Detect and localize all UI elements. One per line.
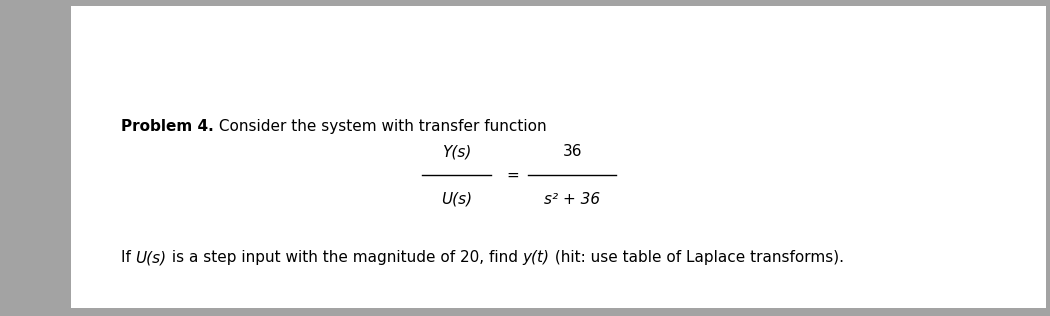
Text: Y(s): Y(s): [442, 144, 471, 159]
Text: (hit: use table of Laplace transforms).: (hit: use table of Laplace transforms).: [549, 250, 843, 265]
Text: U(s): U(s): [441, 191, 472, 207]
Text: Consider the system with transfer function: Consider the system with transfer functi…: [213, 119, 546, 134]
Text: 36: 36: [563, 144, 582, 159]
Text: Problem 4.: Problem 4.: [121, 119, 213, 134]
Text: =: =: [506, 168, 519, 183]
Text: If: If: [121, 250, 135, 265]
Text: y(t): y(t): [523, 250, 549, 265]
Text: s² + 36: s² + 36: [544, 191, 601, 207]
Text: U(s): U(s): [135, 250, 167, 265]
Text: is a step input with the magnitude of 20, find: is a step input with the magnitude of 20…: [167, 250, 523, 265]
